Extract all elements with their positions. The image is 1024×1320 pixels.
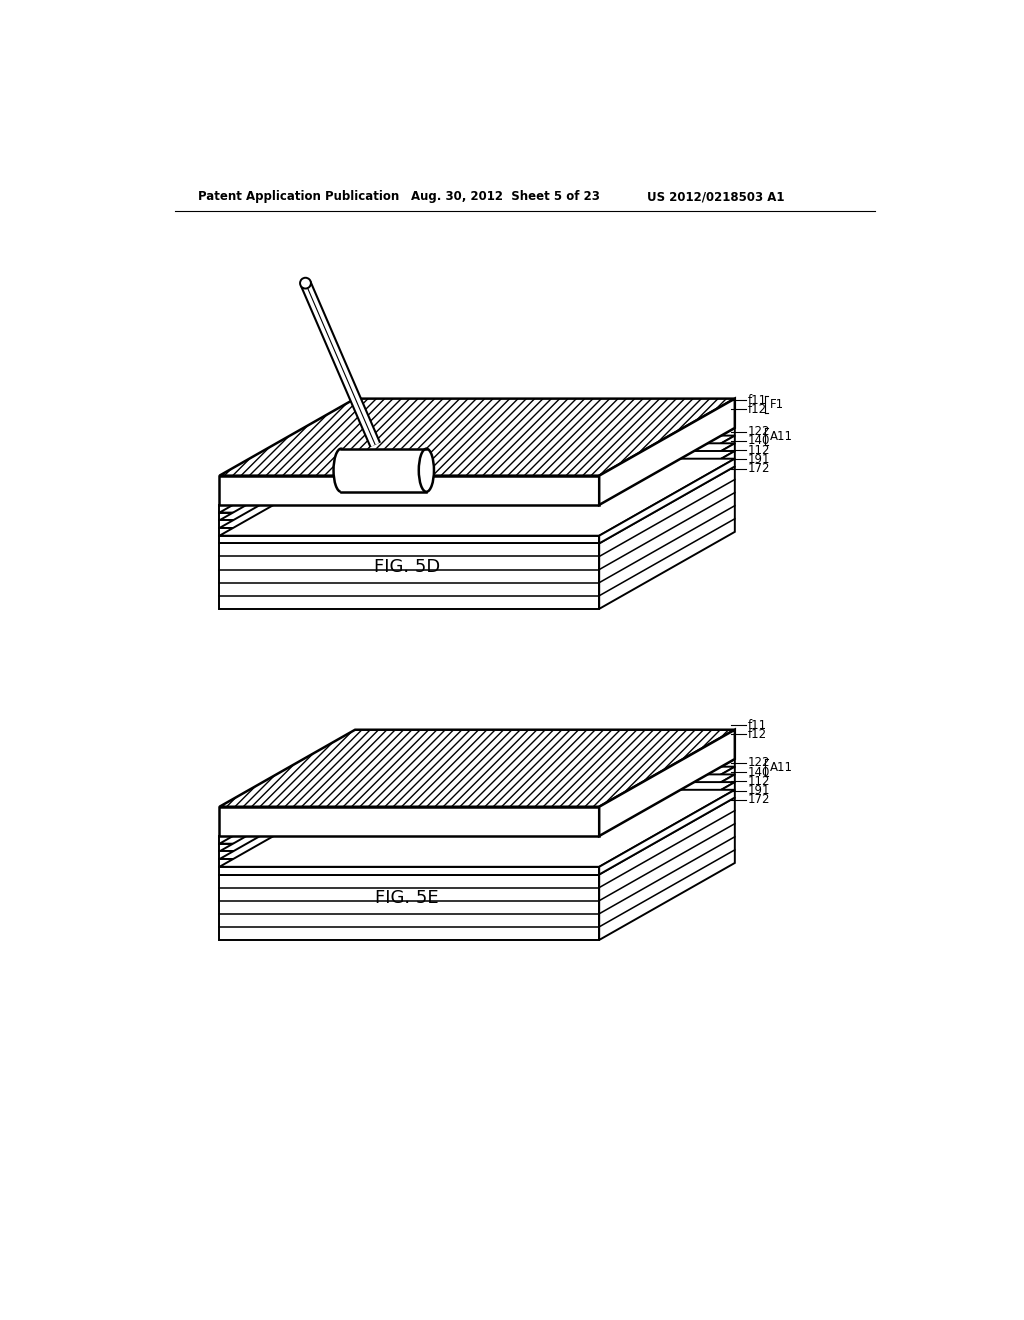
Polygon shape [219, 544, 599, 609]
Text: FIG. 5E: FIG. 5E [375, 888, 439, 907]
Polygon shape [599, 444, 735, 528]
Text: Aug. 30, 2012  Sheet 5 of 23: Aug. 30, 2012 Sheet 5 of 23 [411, 190, 600, 203]
Polygon shape [219, 475, 599, 506]
Ellipse shape [419, 449, 434, 492]
Circle shape [300, 277, 311, 289]
Polygon shape [599, 730, 735, 836]
Polygon shape [219, 781, 735, 859]
Text: 112: 112 [748, 775, 770, 788]
Text: A11: A11 [770, 430, 793, 444]
Polygon shape [219, 775, 735, 851]
Polygon shape [599, 466, 735, 609]
Text: 172: 172 [748, 793, 770, 807]
Polygon shape [219, 797, 735, 875]
Polygon shape [599, 775, 735, 859]
Polygon shape [219, 851, 599, 859]
Text: f12: f12 [748, 727, 767, 741]
Text: 191: 191 [748, 784, 770, 797]
Ellipse shape [334, 449, 349, 492]
Polygon shape [219, 836, 599, 843]
Polygon shape [599, 797, 735, 940]
Polygon shape [219, 807, 599, 836]
Polygon shape [219, 466, 735, 544]
Polygon shape [219, 536, 599, 544]
Polygon shape [219, 859, 599, 867]
Polygon shape [219, 843, 599, 851]
Polygon shape [599, 399, 735, 506]
Polygon shape [219, 436, 735, 512]
Polygon shape [219, 867, 599, 875]
Polygon shape [219, 428, 735, 506]
Text: A11: A11 [770, 760, 793, 774]
Polygon shape [219, 730, 735, 807]
Text: 112: 112 [748, 444, 770, 457]
Polygon shape [219, 506, 599, 512]
Polygon shape [219, 444, 735, 520]
Text: US 2012/0218503 A1: US 2012/0218503 A1 [647, 190, 784, 203]
Polygon shape [599, 451, 735, 536]
Polygon shape [599, 767, 735, 851]
Text: 140: 140 [748, 766, 770, 779]
Polygon shape [599, 436, 735, 520]
Text: F1: F1 [770, 399, 783, 412]
Text: 191: 191 [748, 453, 770, 466]
Polygon shape [599, 459, 735, 544]
Polygon shape [219, 875, 599, 940]
Text: FIG. 5D: FIG. 5D [374, 557, 440, 576]
Text: f11: f11 [748, 718, 767, 731]
Text: 172: 172 [748, 462, 770, 475]
Text: f11: f11 [748, 393, 767, 407]
Polygon shape [219, 759, 735, 836]
Text: 122: 122 [748, 425, 770, 438]
Polygon shape [341, 449, 426, 492]
Text: 122: 122 [748, 756, 770, 770]
Polygon shape [219, 528, 599, 536]
Polygon shape [219, 789, 735, 867]
Text: 140: 140 [748, 434, 770, 447]
Polygon shape [219, 451, 735, 528]
Polygon shape [599, 789, 735, 875]
Text: Patent Application Publication: Patent Application Publication [198, 190, 399, 203]
Polygon shape [599, 759, 735, 843]
Polygon shape [219, 520, 599, 528]
Polygon shape [219, 459, 735, 536]
Polygon shape [599, 781, 735, 867]
Polygon shape [219, 512, 599, 520]
Polygon shape [219, 767, 735, 843]
Text: f12: f12 [748, 403, 767, 416]
Polygon shape [599, 428, 735, 512]
Polygon shape [219, 399, 735, 475]
